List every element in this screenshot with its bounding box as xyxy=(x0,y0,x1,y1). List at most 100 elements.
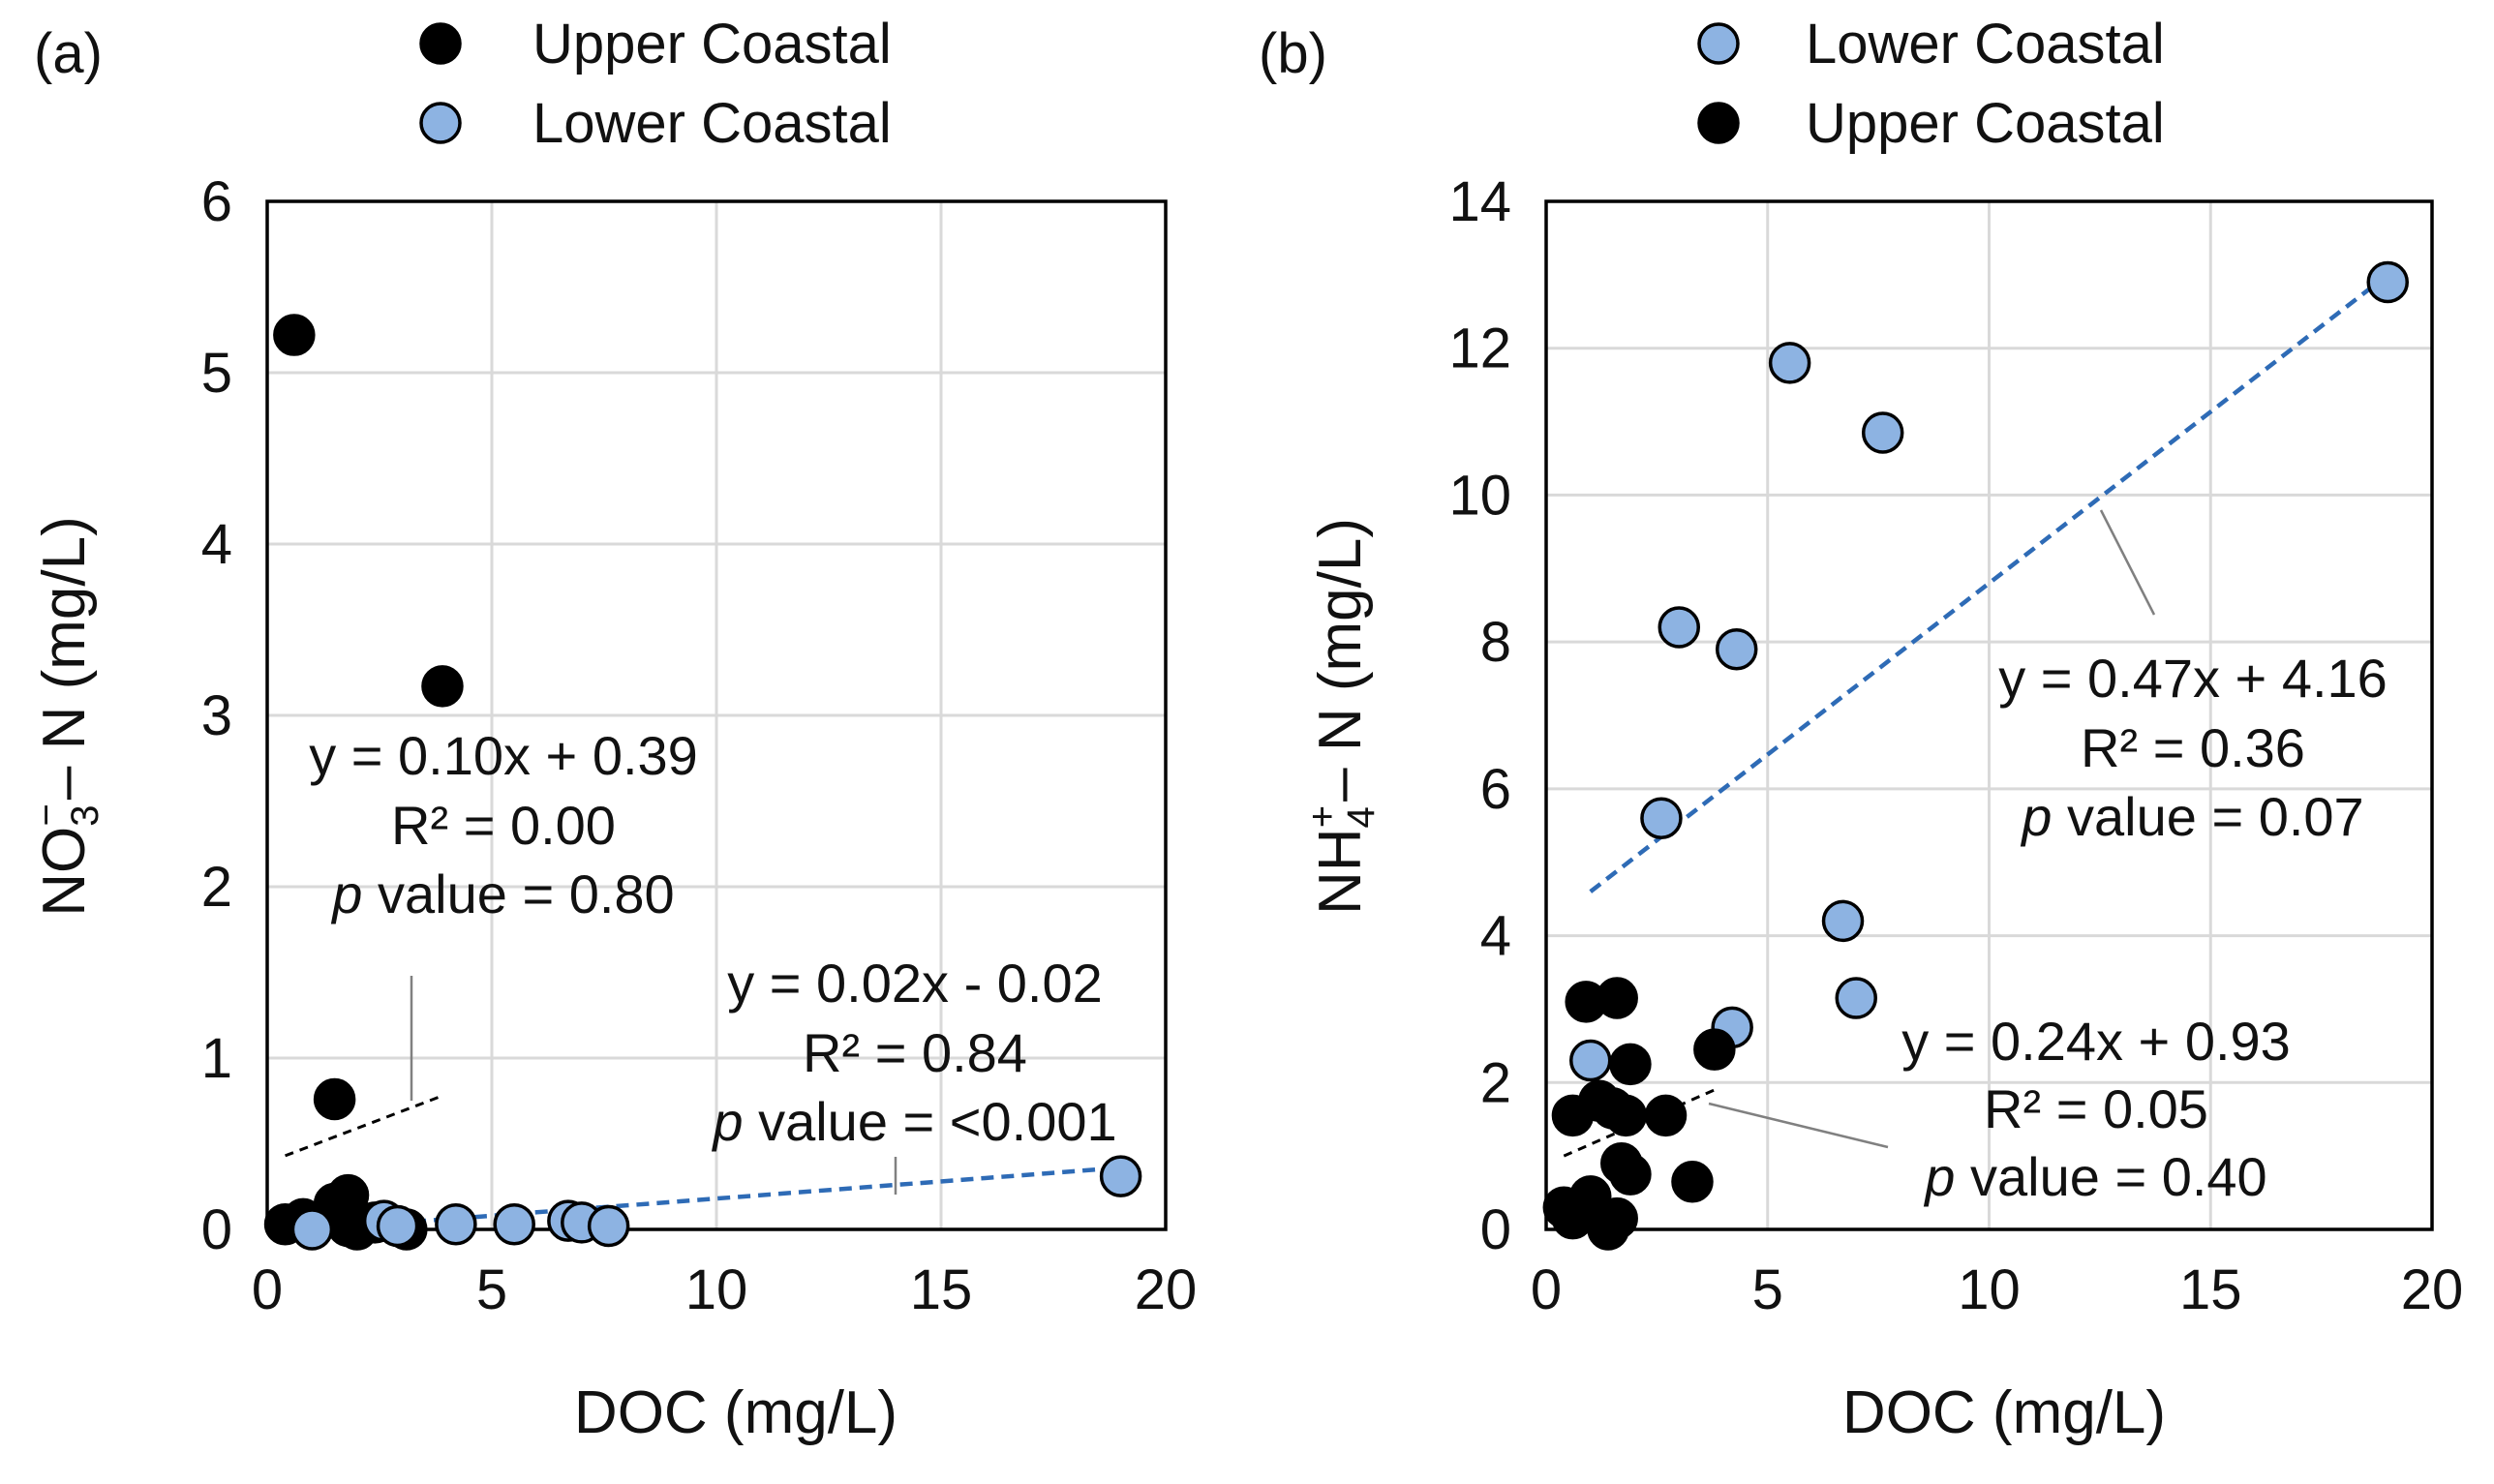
r-squared: R² = 0.84 xyxy=(803,1022,1027,1083)
data-point xyxy=(1861,411,1904,454)
x-tick-label: 10 xyxy=(685,1258,748,1321)
data-point xyxy=(1551,1196,1595,1240)
data-point xyxy=(1099,1155,1142,1197)
x-tick-label: 0 xyxy=(1531,1258,1562,1321)
p-value: p value = 0.07 xyxy=(2020,786,2363,847)
data-point xyxy=(1768,342,1811,384)
r-squared: R² = 0.36 xyxy=(2081,717,2305,778)
p-value-italic: p xyxy=(330,863,362,924)
p-value: p value = <0.001 xyxy=(711,1091,1116,1152)
x-tick-label: 20 xyxy=(2401,1258,2464,1321)
x-axis-label: DOC (mg/L) xyxy=(1842,1379,2166,1446)
trendline-lower-coastal xyxy=(312,1166,1121,1232)
data-point xyxy=(1569,1039,1612,1082)
p-value-text: value = 0.07 xyxy=(2052,786,2363,847)
y-axis-label-subscript: 4 xyxy=(1340,806,1383,828)
y-tick-label: 4 xyxy=(201,513,232,576)
legend-label: Upper Coastal xyxy=(1806,92,2165,155)
y-tick-label: 6 xyxy=(201,170,232,233)
data-point xyxy=(1644,1094,1688,1137)
y-axis-label-rest: – N (mg/L) xyxy=(1307,518,1374,802)
regression-equation: y = 0.47x + 4.16 xyxy=(1998,648,2388,709)
data-point xyxy=(421,665,464,708)
y-tick-label: 4 xyxy=(1480,905,1511,968)
x-axis-label: DOC (mg/L) xyxy=(574,1379,897,1446)
y-axis-label: NH4+ – N (mg/L) xyxy=(1301,518,1383,915)
y-tick-label: 14 xyxy=(1448,170,1511,233)
p-value-italic: p xyxy=(1923,1146,1955,1207)
trendline-upper-coastal xyxy=(285,1094,443,1158)
p-value: p value = 0.40 xyxy=(1923,1146,2266,1207)
y-tick-label: 5 xyxy=(201,342,232,405)
y-tick-label: 2 xyxy=(1480,1051,1511,1114)
series-lower-coastal xyxy=(290,1155,1142,1251)
data-point xyxy=(376,1204,419,1248)
data-point xyxy=(435,1202,477,1246)
data-point xyxy=(313,1077,356,1121)
p-value-text: value = 0.80 xyxy=(362,863,674,924)
y-tick-label: 2 xyxy=(201,856,232,919)
p-value: p value = 0.80 xyxy=(330,863,674,924)
data-point xyxy=(1609,1043,1652,1086)
p-value-italic: p xyxy=(711,1091,743,1152)
data-point xyxy=(273,314,316,356)
x-tick-label: 5 xyxy=(476,1258,507,1321)
regression-annotation: y = 0.10x + 0.39 R² = 0.00 p value = 0.80 xyxy=(309,725,698,924)
legend-marker xyxy=(1697,102,1740,144)
y-axis-label-subscript: 3 xyxy=(64,804,106,826)
y-tick-label: 3 xyxy=(201,684,232,747)
series-upper-coastal xyxy=(1542,977,1736,1251)
y-tick-label: 1 xyxy=(201,1027,232,1090)
x-tick-label: 5 xyxy=(1752,1258,1783,1321)
panel-label: (a) xyxy=(34,22,103,85)
gridlines xyxy=(1544,199,2434,1231)
y-tick-label: 10 xyxy=(1448,464,1511,527)
legend-label: Lower Coastal xyxy=(1806,13,2165,76)
plot-frame xyxy=(1544,199,2434,1231)
data-point xyxy=(1551,1094,1595,1137)
x-tick-label: 15 xyxy=(2179,1258,2242,1321)
r-squared: R² = 0.05 xyxy=(1984,1078,2208,1139)
legend-label: Lower Coastal xyxy=(532,92,892,155)
data-point xyxy=(1835,977,1877,1019)
p-value-italic: p xyxy=(2020,786,2052,847)
regression-equation: y = 0.24x + 0.93 xyxy=(1901,1011,2291,1072)
regression-annotation: y = 0.02x - 0.02 R² = 0.84 p value = <0.00… xyxy=(711,953,1116,1152)
legend-label: Upper Coastal xyxy=(532,13,892,76)
regression-annotation: y = 0.47x + 4.16 R² = 0.36 p value = 0.07 xyxy=(1998,648,2388,847)
r-squared: R² = 0.00 xyxy=(391,795,616,856)
y-tick-label: 6 xyxy=(1480,758,1511,821)
data-point xyxy=(1693,1028,1736,1071)
annotation-leader-line xyxy=(1708,1102,1889,1149)
legend-marker xyxy=(419,22,462,65)
panel-label: (b) xyxy=(1259,22,1327,85)
y-axis-label-base: NH xyxy=(1307,828,1374,915)
y-axis-label-base: NO xyxy=(31,827,98,917)
y-axis-label-superscript: + xyxy=(1301,805,1344,828)
y-tick-label: 12 xyxy=(1448,318,1511,380)
annotation-leader-line xyxy=(2099,509,2156,616)
data-point xyxy=(1658,606,1700,649)
y-axis-label-superscript: − xyxy=(25,803,68,826)
data-point xyxy=(1671,1160,1714,1203)
data-point xyxy=(290,1208,334,1251)
y-tick-label: 0 xyxy=(1480,1198,1511,1261)
regression-equation: y = 0.10x + 0.39 xyxy=(309,725,698,786)
x-tick-label: 15 xyxy=(910,1258,973,1321)
chart-panel-b: 0 5 10 15 20 0 2 4 6 8 10 12 14 y = 0.47x + 4.16 R² = … xyxy=(1259,13,2463,1446)
trendline-lower-coastal xyxy=(1589,273,2389,893)
data-point xyxy=(1640,797,1683,839)
y-axis-label: NO3− – N (mg/L) xyxy=(25,516,106,916)
data-point xyxy=(1609,1153,1652,1196)
data-point xyxy=(1587,1208,1629,1251)
x-tick-label: 10 xyxy=(1958,1258,2021,1321)
chart-panel-a: 0 5 10 15 20 0 1 2 3 4 5 6 y = 0.10x + 0.39 R² = 0.00… xyxy=(25,13,1197,1446)
gridlines xyxy=(265,199,1168,1231)
data-point xyxy=(1604,1094,1648,1137)
y-axis-label-rest: – N (mg/L) xyxy=(31,516,98,800)
legend-marker xyxy=(419,102,462,144)
regression-equation: y = 0.02x - 0.02 xyxy=(727,953,1103,1014)
p-value-text: value = 0.40 xyxy=(1955,1146,2266,1207)
data-point xyxy=(587,1204,630,1248)
